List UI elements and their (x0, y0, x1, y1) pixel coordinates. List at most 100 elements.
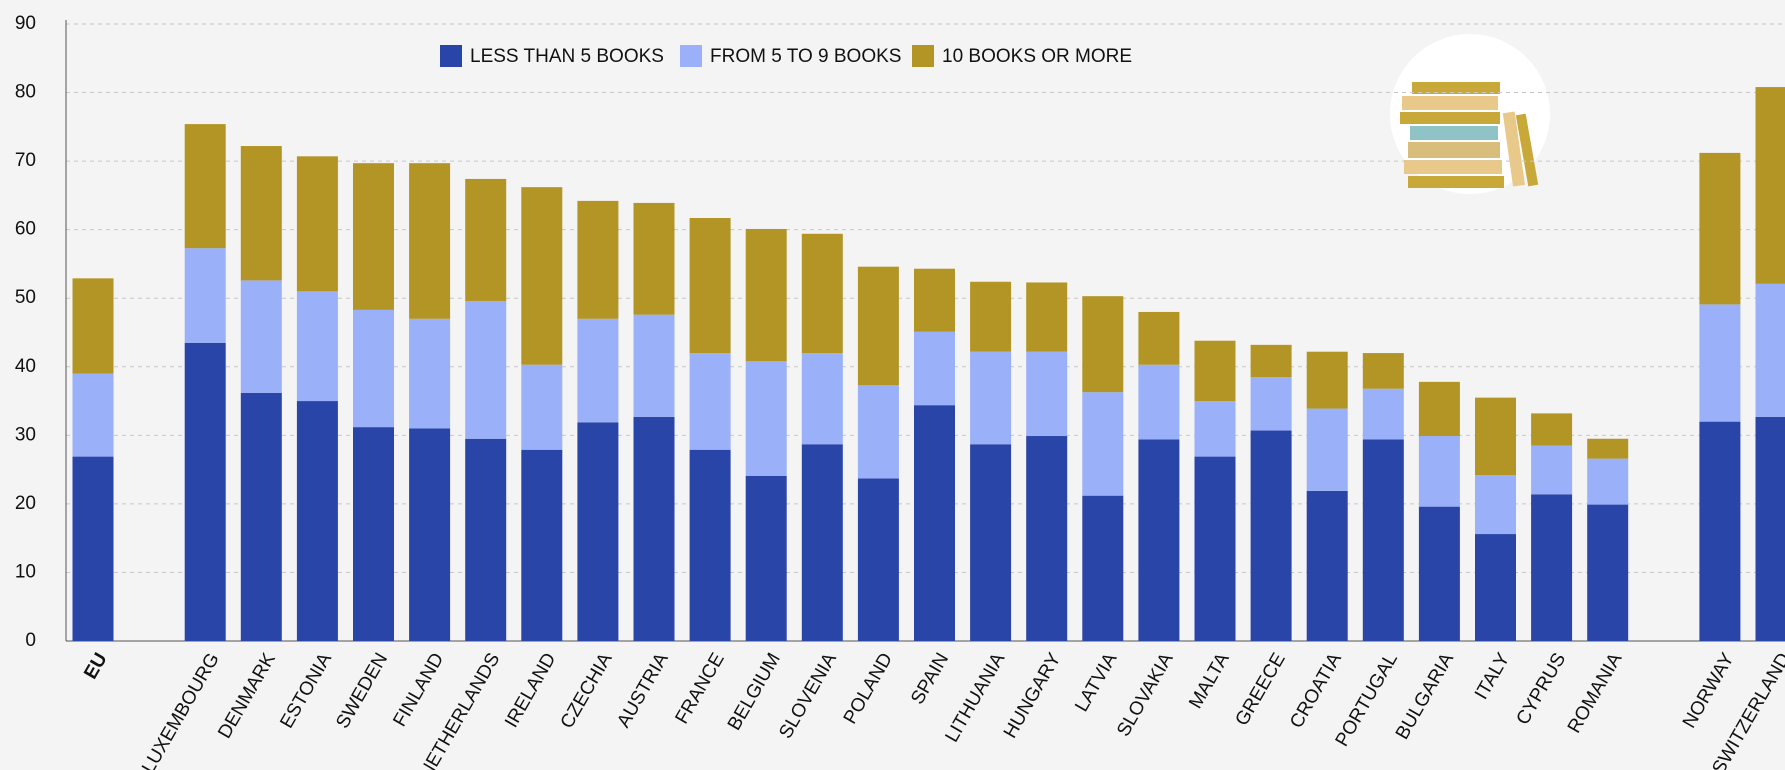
bar-segment (633, 416, 675, 641)
bar-segment (1194, 456, 1236, 641)
bar-segment (240, 280, 282, 393)
x-tick-label: SLOVENIA (775, 649, 841, 742)
bar-segment (409, 318, 451, 429)
x-tick-label: FINLAND (389, 650, 448, 731)
bar-segment (240, 392, 282, 641)
y-tick-label: 30 (15, 424, 36, 445)
bar-segment (240, 146, 282, 281)
legend-swatch (440, 45, 462, 67)
bar-segment (801, 233, 843, 354)
bar-segment (1418, 381, 1460, 437)
bar-segment (914, 268, 955, 332)
bar-segment (1306, 351, 1348, 409)
bar-segment (72, 456, 114, 641)
x-tick-label: LATVIA (1071, 649, 1121, 715)
bar-segment (1250, 377, 1292, 431)
bar-segment (970, 351, 1012, 445)
x-tick-label: SLOVAKIA (1113, 649, 1178, 740)
bar-segment (1082, 296, 1124, 393)
bar-segment (184, 124, 226, 249)
bar-segment (465, 300, 507, 439)
bar-segment (1250, 344, 1292, 378)
x-tick-label: SPAIN (907, 650, 953, 709)
bar-segment (1418, 506, 1460, 641)
x-tick-label: GREECE (1231, 650, 1289, 730)
bar-segment (857, 478, 899, 641)
x-tick-label: SWEDEN (332, 650, 392, 733)
bar-segment (1306, 408, 1348, 491)
y-tick-label: 60 (15, 219, 36, 240)
bar-segment (914, 405, 955, 641)
bar-segment (1699, 421, 1741, 641)
bar-segment (745, 475, 787, 641)
bar-segment (409, 163, 451, 319)
y-tick-label: 80 (15, 82, 36, 103)
x-tick-label: DENMARK (214, 649, 280, 742)
bar-segment (1194, 401, 1236, 457)
bar-segment (689, 449, 731, 641)
bar-segment (1475, 534, 1516, 641)
bar-segment (970, 444, 1012, 641)
bar-segment (857, 385, 899, 479)
bar-segment (1587, 438, 1629, 459)
bar-segment (353, 163, 394, 310)
x-tick-label: NORWAY (1679, 649, 1739, 732)
bar-segment (521, 449, 563, 641)
bar-segment (521, 364, 563, 450)
bar-segment (1362, 353, 1404, 389)
bar-segment (1475, 475, 1516, 535)
bar-segment (1306, 490, 1348, 641)
bar-segment (689, 353, 731, 450)
bar-segment (72, 373, 114, 457)
bar-segment (801, 353, 843, 445)
bar-segment (577, 200, 619, 319)
bar-segment (1531, 494, 1573, 641)
bar-segment (1138, 311, 1180, 365)
x-tick-label: BELGIUM (724, 650, 785, 735)
bar-segment (296, 291, 338, 402)
bar-segment (1138, 439, 1180, 641)
bar-segment (1026, 282, 1068, 352)
bar-segment (1026, 351, 1068, 437)
bar-segment (1250, 430, 1292, 641)
y-tick-label: 70 (15, 150, 36, 171)
bar-segment (1587, 458, 1629, 505)
x-tick-label: BULGARIA (1392, 649, 1458, 743)
bar-segment (72, 278, 114, 374)
bar-segment (633, 314, 675, 417)
x-tick-label: FRANCE (672, 650, 729, 728)
x-tick-label: EU (80, 650, 111, 683)
bar-segment (1082, 495, 1124, 641)
legend-label: FROM 5 TO 9 BOOKS (710, 46, 901, 67)
bar-segment (521, 187, 563, 365)
bar-segment (1699, 304, 1741, 422)
x-tick-label: CROATIA (1286, 649, 1346, 732)
legend-label: LESS THAN 5 BOOKS (470, 46, 664, 67)
book-icon (1390, 34, 1550, 194)
legend-swatch (912, 45, 934, 67)
bar-segment (1587, 504, 1629, 641)
bar-segment (745, 361, 787, 476)
x-tick-label: ROMANIA (1564, 649, 1627, 737)
bar-segment (296, 156, 338, 292)
bar-segment (1475, 397, 1516, 476)
bar-segment (1362, 388, 1404, 440)
legend-swatch (680, 45, 702, 67)
bar-segment (353, 309, 394, 428)
bar-segment (801, 444, 843, 641)
y-tick-label: 10 (15, 561, 36, 582)
bar-segment (970, 281, 1012, 352)
x-tick-label: ESTONIA (276, 649, 336, 732)
x-tick-label: CYPRUS (1512, 650, 1570, 729)
bar-segment (689, 218, 731, 354)
bar-segment (577, 318, 619, 423)
bar-segment (745, 228, 787, 362)
bar-segment (1138, 364, 1180, 440)
bar-segment (1699, 152, 1741, 305)
bar-segment (1531, 445, 1573, 495)
bar-segment (1362, 439, 1404, 641)
y-tick-label: 50 (15, 287, 36, 308)
x-tick-label: MALTA (1185, 649, 1234, 712)
bar-segment (1531, 413, 1573, 446)
